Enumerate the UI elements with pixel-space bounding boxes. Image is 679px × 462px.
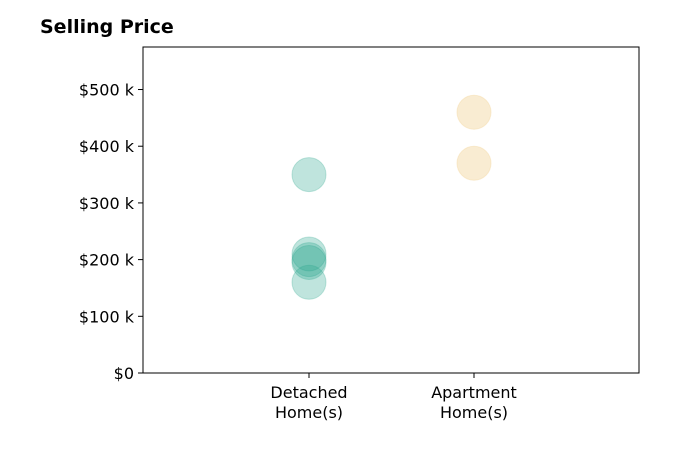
x-tick-label: Home(s) bbox=[275, 403, 343, 422]
plot-frame bbox=[142, 46, 640, 374]
data-points bbox=[291, 94, 492, 300]
y-tick-label: $300 k bbox=[79, 194, 135, 213]
x-tick-label: Apartment bbox=[431, 383, 517, 402]
data-point bbox=[291, 242, 327, 278]
y-tick-label: $200 k bbox=[79, 251, 135, 270]
x-tick-label: Detached bbox=[270, 383, 347, 402]
data-point bbox=[291, 244, 327, 280]
y-axis: $0 $100 k $200 k $300 k $400 k $500 k bbox=[79, 81, 143, 383]
y-tick-label: $400 k bbox=[79, 137, 135, 156]
y-tick-label: $500 k bbox=[79, 81, 135, 100]
data-point bbox=[291, 264, 327, 300]
data-point bbox=[291, 236, 327, 272]
y-tick-label: $100 k bbox=[79, 307, 135, 326]
chart-title: Selling Price bbox=[40, 16, 174, 38]
data-point bbox=[456, 145, 492, 181]
x-tick-label: Home(s) bbox=[440, 403, 508, 422]
data-point bbox=[291, 157, 327, 193]
y-tick-label: $0 bbox=[114, 364, 134, 383]
data-point bbox=[456, 94, 492, 130]
